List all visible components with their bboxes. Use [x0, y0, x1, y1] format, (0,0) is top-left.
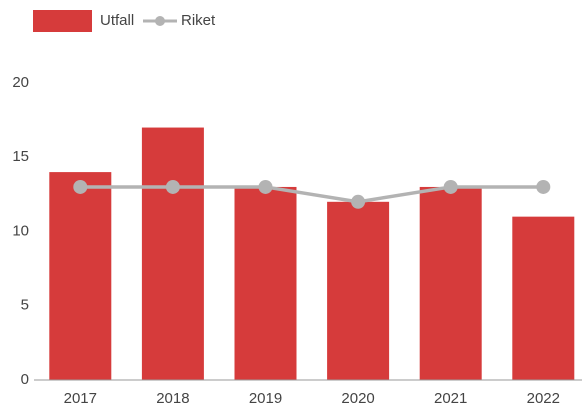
x-tick-label: 2020 — [341, 390, 374, 407]
legend-label: Riket — [181, 12, 216, 29]
y-tick-label: 10 — [12, 222, 29, 239]
line — [80, 185, 544, 204]
point — [73, 179, 88, 194]
y-tick-label: 5 — [21, 297, 29, 314]
bar — [327, 201, 390, 380]
point — [536, 179, 551, 194]
x-tick-label: 2018 — [156, 390, 189, 407]
x-tick-label: 2017 — [64, 390, 97, 407]
point — [351, 194, 366, 209]
legend-label: Utfall — [100, 12, 134, 29]
bar — [419, 186, 482, 380]
point — [258, 179, 273, 194]
legend-swatch — [155, 16, 165, 26]
bar — [141, 127, 204, 380]
bar — [49, 172, 112, 380]
bar — [234, 186, 297, 380]
x-tick-label: 2021 — [434, 390, 467, 407]
x-tick-label: 2022 — [527, 390, 560, 407]
bar — [512, 216, 575, 380]
point — [443, 179, 458, 194]
y-tick-label: 15 — [12, 148, 29, 165]
y-tick-label: 0 — [21, 371, 29, 388]
legend-swatch — [33, 10, 92, 32]
x-tick-label: 2019 — [249, 390, 282, 407]
point — [165, 179, 180, 194]
y-tick-label: 20 — [12, 74, 29, 91]
